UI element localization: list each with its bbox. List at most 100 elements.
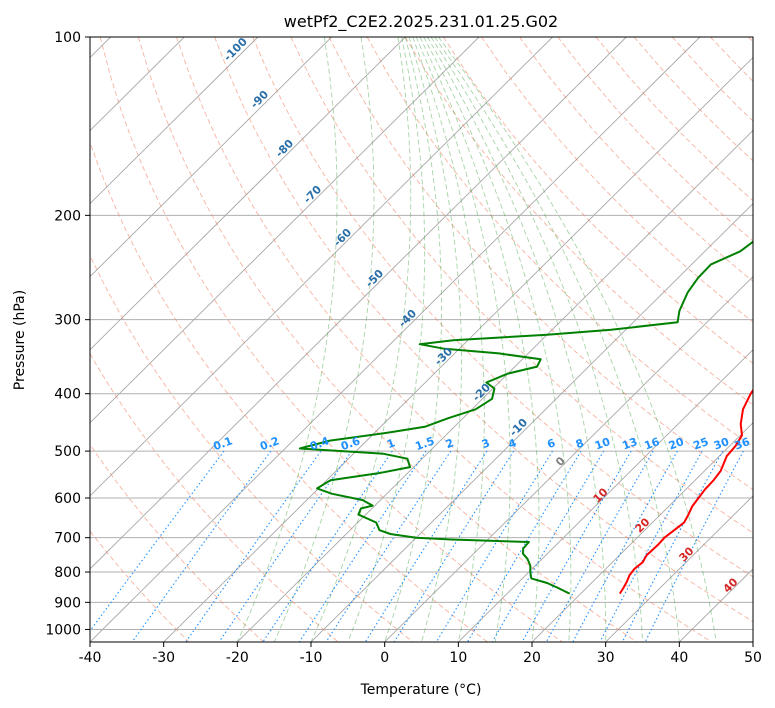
mixing-ratio-line — [90, 450, 225, 632]
moist-adiabat-line — [423, 37, 572, 642]
mixing-ratio-line — [572, 450, 678, 642]
isotherm-line — [90, 37, 332, 278]
y-tick-label: 1000 — [45, 622, 81, 638]
x-tick-label: 40 — [670, 650, 688, 666]
mixing-ratio-line — [621, 450, 724, 642]
dry-adiabat-line — [214, 37, 753, 623]
series-lines — [298, 240, 753, 595]
chart-title: wetPf2_C2E2.2025.231.01.25.G02 — [284, 12, 558, 32]
y-tick-label: 200 — [54, 208, 81, 224]
y-tick-label: 500 — [54, 444, 81, 460]
mixing-ratio-label: 6 — [545, 436, 557, 451]
dry-adiabat-line — [404, 37, 753, 406]
mixing-ratio-line — [262, 450, 393, 642]
plot-frame — [89, 36, 754, 643]
isotherm-line — [605, 495, 753, 642]
y-tick-label: 300 — [54, 313, 81, 329]
moist-adiabat-line — [236, 37, 338, 642]
dry-adiabat-line — [137, 37, 638, 642]
moist-adiabat-line — [412, 37, 485, 642]
moist-adiabat-line — [419, 37, 540, 642]
mixing-ratio-line — [325, 450, 452, 642]
x-axis-label: Temperature (°C) — [360, 682, 482, 698]
dewpoint-profile-line — [298, 240, 753, 595]
moist-adiabat-line — [430, 37, 643, 642]
isotherm-line — [90, 37, 480, 424]
isotherm-line — [237, 129, 753, 642]
mixing-ratio-line — [218, 450, 353, 642]
isotherm-line — [90, 37, 701, 642]
dry-adiabat-line — [90, 530, 190, 642]
dry-adiabat-line — [366, 37, 753, 448]
x-tick-label: 50 — [744, 650, 762, 666]
mixing-ratio-label: 3 — [480, 436, 492, 451]
y-tick-label: 900 — [54, 595, 81, 611]
y-tick-label: 600 — [54, 491, 81, 507]
x-tick-label: 10 — [449, 650, 467, 666]
temperature-profile-line — [618, 388, 753, 595]
mixing-ratio-label: 16 — [643, 435, 662, 453]
x-tick-label: 20 — [523, 650, 541, 666]
x-tick-label: -10 — [300, 650, 323, 666]
moist-adiabat-line — [273, 37, 375, 642]
y-tick-label: 800 — [54, 565, 81, 581]
mixing-ratio-label: 25 — [691, 435, 710, 452]
y-tick-label: 400 — [54, 387, 81, 403]
moist-adiabat-line — [434, 37, 680, 642]
dry-adiabat-line — [99, 37, 563, 642]
dry-adiabat-line — [90, 254, 414, 642]
mixing-ratio-line — [644, 450, 744, 642]
mixing-ratio-label: 8 — [574, 436, 586, 451]
mixing-ratio-label: 30 — [712, 435, 731, 453]
isotherm-line — [458, 349, 753, 642]
mixing-ratio-label: 1 — [385, 436, 397, 451]
mixing-ratio-label: 20 — [667, 435, 686, 453]
isotherm-line — [90, 37, 259, 205]
mixing-ratio-label: 36 — [733, 435, 752, 453]
moist-adiabat-line — [347, 37, 426, 642]
dry-adiabat-line — [481, 37, 753, 323]
isotherm-line — [90, 37, 553, 497]
dry-adiabat-line — [176, 37, 712, 642]
dry-adiabat-line — [90, 443, 264, 642]
mixing-ratio-label: 10 — [593, 435, 612, 453]
isotherm-line — [90, 37, 627, 570]
mixing-ratio-label: 0.2 — [258, 434, 281, 453]
dry-adiabat-line — [443, 37, 753, 364]
moist-adiabat-line — [415, 37, 511, 642]
x-tick-label: -30 — [152, 650, 175, 666]
mixing-ratio-label: 4 — [507, 436, 519, 451]
y-axis-label: Pressure (hPa) — [12, 290, 28, 390]
isotherm-line — [531, 422, 753, 642]
dry-adiabat-line — [90, 140, 488, 642]
moist-adiabat-line — [310, 37, 412, 642]
mixing-ratio-label: 0.1 — [211, 434, 234, 453]
x-tick-label: 30 — [597, 650, 615, 666]
mixing-ratio-label: 13 — [620, 435, 639, 452]
y-tick-label: 700 — [54, 531, 81, 547]
mixing-ratio-label: 0.4 — [308, 434, 331, 453]
mixing-ratio-label: 1.5 — [413, 434, 436, 453]
mixing-ratio-line — [185, 450, 322, 642]
moist-adiabat-line — [438, 37, 717, 642]
mixing-ratio-line — [435, 450, 553, 642]
x-tick-label: 0 — [380, 650, 389, 666]
moist-adiabat-line — [427, 37, 607, 642]
mixing-ratio-line — [521, 450, 632, 642]
x-tick-label: -40 — [79, 650, 102, 666]
axes: -40 -30 -20 -10 0 10 20 30 40 5010020030040050060… — [45, 30, 762, 666]
mixing-ratio-label: 2 — [444, 436, 456, 451]
moist-adiabat-line — [408, 37, 462, 642]
mixing-ratio-line — [545, 450, 654, 642]
dry-adiabat-line — [328, 37, 753, 491]
mixing-ratio-line — [298, 450, 427, 642]
mixing-ratio-label: 0.6 — [339, 434, 362, 453]
isotherm-line — [90, 37, 406, 351]
mixing-ratio-line — [393, 450, 515, 642]
moist-adiabat-line — [384, 37, 443, 642]
dry-adiabat-line — [90, 352, 339, 642]
x-tick-label: -20 — [226, 650, 249, 666]
y-tick-label: 100 — [54, 30, 81, 46]
